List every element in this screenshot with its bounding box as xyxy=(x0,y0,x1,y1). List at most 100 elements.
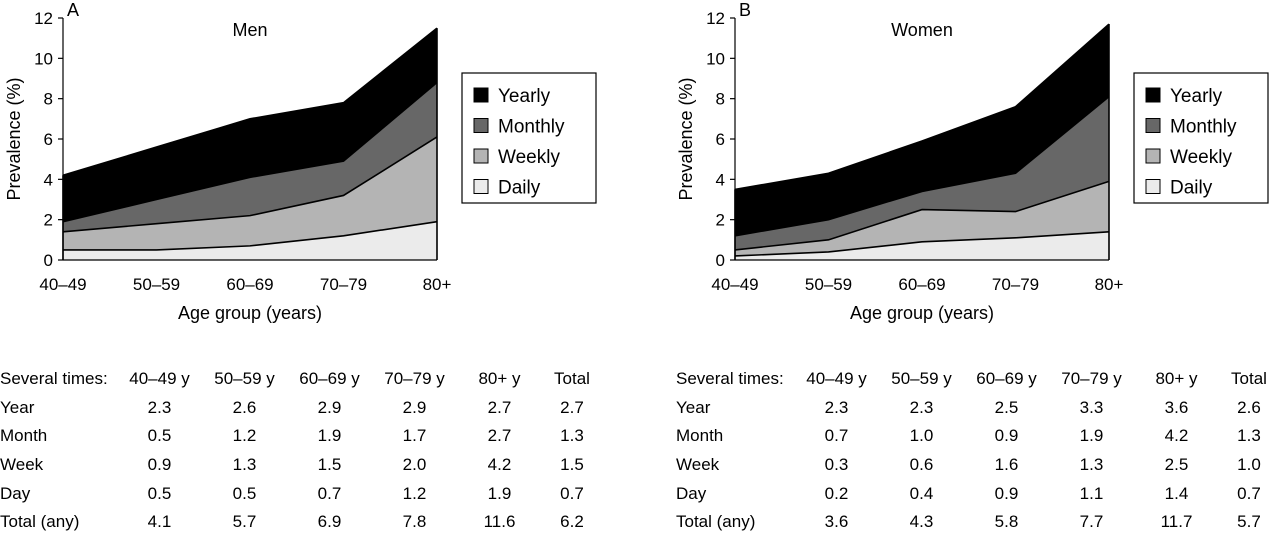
table-cell: 2.3 xyxy=(909,397,934,417)
area-yearly xyxy=(735,24,1109,236)
panel-label: B xyxy=(739,0,751,20)
legend-swatch-daily xyxy=(473,179,489,194)
line-daily xyxy=(63,220,438,251)
legend-swatch-monthly xyxy=(473,118,489,133)
table-cell: 2.6 xyxy=(232,397,257,417)
table-cell: 0.9 xyxy=(147,455,172,475)
legend-label-monthly: Monthly xyxy=(498,117,565,138)
x-tick-label: 40–49 xyxy=(39,275,86,294)
table-cell: 5.8 xyxy=(994,512,1019,532)
header-cell: 60–69 y xyxy=(976,369,1037,389)
table-cell: 5.7 xyxy=(1237,512,1261,532)
x-tick-label: 50–59 xyxy=(133,275,180,294)
table-cell: 1.1 xyxy=(1079,483,1104,503)
legend-swatch-daily xyxy=(1145,179,1161,194)
row-label: Month xyxy=(0,426,48,446)
y-tick-label: 2 xyxy=(716,211,725,230)
header-cell: 40–49 y xyxy=(806,369,867,389)
table-row: Month 0.5 1.2 1.9 1.7 2.7 1.3 xyxy=(0,422,602,451)
x-tick-label: 70–79 xyxy=(320,275,367,294)
table-cell: 1.5 xyxy=(317,455,342,475)
table-cell: 5.7 xyxy=(232,512,257,532)
legend-label-monthly: Monthly xyxy=(1170,117,1237,138)
table-row: Day 0.2 0.4 0.9 1.1 1.4 0.7 xyxy=(676,479,1279,508)
y-tick-label: 4 xyxy=(716,170,725,189)
header-cell: 80+ y xyxy=(478,369,521,389)
table-cell: 1.0 xyxy=(1237,455,1261,475)
table-cell: 0.7 xyxy=(824,426,849,446)
header-label: Several times: xyxy=(0,369,108,389)
row-label: Day xyxy=(676,483,707,503)
table-row: Total (any) 4.1 5.7 6.9 7.8 11.6 6.2 xyxy=(0,508,602,537)
row-label: Total (any) xyxy=(0,512,80,532)
legend-label-daily: Daily xyxy=(498,178,541,199)
table-cell: 1.4 xyxy=(1164,483,1189,503)
header-cell: 70–79 y xyxy=(384,369,445,389)
row-label: Year xyxy=(0,397,35,417)
legend-swatch-monthly xyxy=(1145,118,1161,133)
line-yearly xyxy=(62,27,438,177)
line-monthly xyxy=(62,81,438,223)
table-cell: 1.2 xyxy=(402,483,427,503)
table-cell: 2.9 xyxy=(317,397,342,417)
table-cell: 0.7 xyxy=(317,483,342,503)
table-cell: 0.9 xyxy=(994,483,1019,503)
line-monthly xyxy=(734,96,1110,237)
row-label: Week xyxy=(0,455,44,475)
x-axis-title: Age group (years) xyxy=(850,303,994,323)
area-daily xyxy=(735,231,1109,260)
table-cell: 3.6 xyxy=(824,512,849,532)
header-label: Several times: xyxy=(676,369,784,389)
row-label: Week xyxy=(676,455,720,475)
header-cell: 60–69 y xyxy=(299,369,360,389)
table-cell: 4.2 xyxy=(1164,426,1189,446)
x-tick-label: 50–59 xyxy=(805,275,852,294)
table-cell: 1.3 xyxy=(1237,426,1261,446)
table-cell: 0.7 xyxy=(1237,483,1261,503)
table-row: Day 0.5 0.5 0.7 1.2 1.9 0.7 xyxy=(0,479,602,508)
x-tick-label: 40–49 xyxy=(711,275,758,294)
table-cell: 6.2 xyxy=(560,512,584,532)
header-cell: Total xyxy=(554,369,590,389)
header-cell: 50–59 y xyxy=(891,369,952,389)
table-cell: 2.5 xyxy=(1164,455,1189,475)
legend-swatch-weekly xyxy=(1145,148,1161,164)
table-cell: 0.5 xyxy=(147,426,172,446)
header-cell: 40–49 y xyxy=(129,369,190,389)
table-cell: 2.7 xyxy=(487,397,512,417)
y-tick-label: 2 xyxy=(44,211,53,230)
table-cell: 2.9 xyxy=(402,397,427,417)
table-cell: 2.0 xyxy=(402,455,427,475)
table-cell: 11.6 xyxy=(483,512,516,532)
table-row: Year 2.3 2.6 2.9 2.9 2.7 2.7 xyxy=(0,394,602,423)
header-cell: 80+ y xyxy=(1155,369,1198,389)
y-tick-label: 8 xyxy=(44,90,53,109)
row-label: Month xyxy=(676,426,724,446)
legend-label-weekly: Weekly xyxy=(498,147,560,168)
chart-title: Men xyxy=(232,20,267,40)
legend-label-weekly: Weekly xyxy=(1170,147,1232,168)
y-axis-title: Prevalence (%) xyxy=(676,77,696,200)
table-cell: 7.8 xyxy=(402,512,427,532)
table-cell: 3.3 xyxy=(1079,397,1104,417)
table-cell: 6.9 xyxy=(317,512,342,532)
table-cell: 2.3 xyxy=(147,397,172,417)
y-tick-label: 12 xyxy=(34,9,53,28)
table-women: Several times: 40–49 y 50–59 y 60–69 y 7… xyxy=(676,365,1279,537)
table-cell: 0.6 xyxy=(909,455,934,475)
table-cell: 2.6 xyxy=(1237,397,1261,417)
y-tick-label: 6 xyxy=(44,130,53,149)
table-men: Several times: 40–49 y 50–59 y 60–69 y 7… xyxy=(0,365,602,537)
table-cell: 2.5 xyxy=(994,397,1019,417)
y-tick-label: 10 xyxy=(706,49,725,68)
table-cell: 0.9 xyxy=(994,426,1019,446)
table-cell: 4.3 xyxy=(909,512,934,532)
y-tick-label: 12 xyxy=(706,9,725,28)
table-cell: 1.2 xyxy=(232,426,257,446)
table-cell: 4.1 xyxy=(147,512,172,532)
line-weekly xyxy=(62,136,438,233)
panel-label: A xyxy=(67,0,79,20)
chart-women: 0 2 4 6 8 10 12 40–49 50–59 60–69 70–79 80+ Age grou… xyxy=(676,0,1269,323)
table-cell: 3.6 xyxy=(1164,397,1189,417)
line-yearly xyxy=(734,23,1110,191)
